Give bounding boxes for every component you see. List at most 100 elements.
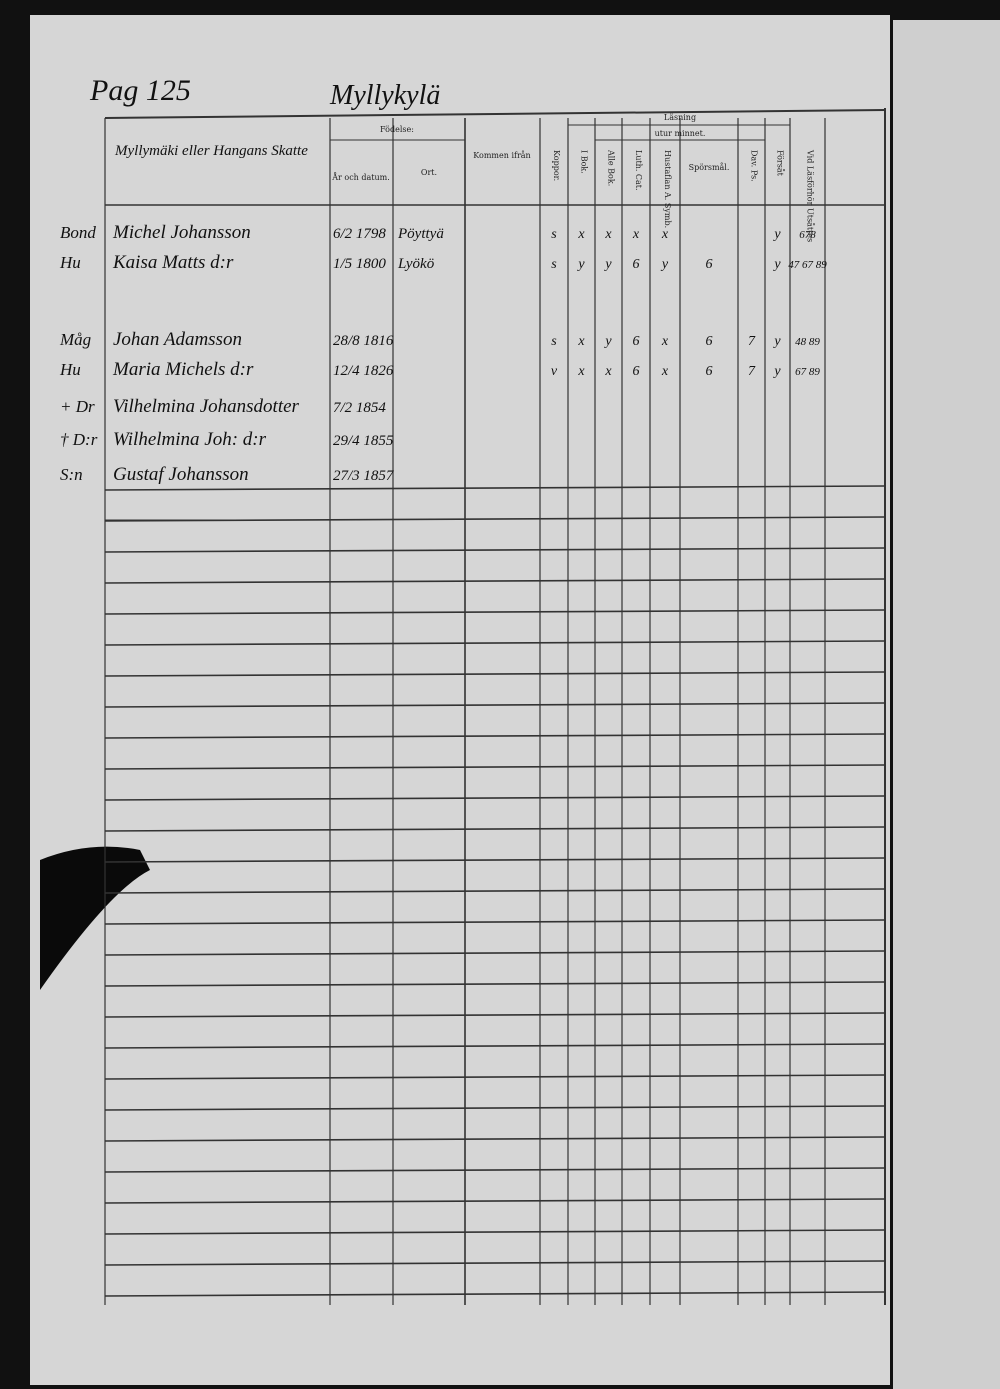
row-title: + Dr	[60, 397, 95, 416]
row-title: Måg	[59, 330, 91, 349]
reading-mark: y	[603, 257, 612, 272]
reading-mark: y	[660, 257, 669, 272]
left-page	[30, 15, 890, 1385]
reading-mark: x	[661, 364, 669, 379]
row-title: † D:r	[60, 430, 98, 449]
column-header: Läsning	[664, 113, 696, 122]
person-name: Kaisa Matts d:r	[112, 252, 234, 273]
reading-mark: x	[632, 227, 640, 242]
rule	[104, 1136, 886, 1142]
rule	[104, 1043, 886, 1049]
row-title: Hu	[59, 253, 81, 272]
rule	[104, 578, 886, 584]
person-name: Gustaf Johansson	[113, 464, 249, 485]
reading-mark: 6	[633, 334, 640, 349]
column-header: Spörsmål.	[689, 163, 730, 172]
reading-mark: y	[576, 257, 585, 272]
rule	[104, 702, 886, 708]
rule	[104, 733, 886, 739]
birth-date: 29/4 1855	[333, 433, 394, 449]
rule	[104, 485, 886, 491]
column-header: Vid Läsförhör Utsåttes	[806, 149, 815, 242]
reading-mark: v	[551, 364, 558, 379]
column-header: År och datum.	[331, 173, 390, 182]
reading-mark: y	[772, 257, 781, 272]
birth-place: Pöyttyä	[397, 226, 444, 242]
rule	[104, 888, 886, 894]
rule	[104, 609, 886, 615]
row-title: Hu	[59, 360, 81, 379]
reading-mark: 6	[706, 364, 713, 379]
rule	[104, 857, 886, 863]
rule	[104, 547, 886, 553]
reading-mark: y	[772, 364, 781, 379]
column-header: Luth. Cat.	[634, 150, 643, 191]
person-name: Maria Michels d:r	[112, 359, 254, 380]
rule	[104, 950, 886, 956]
row-title: Bond	[60, 223, 96, 242]
thumb-shadow	[40, 846, 150, 990]
reading-mark: y	[603, 334, 612, 349]
reading-mark: 6	[633, 257, 640, 272]
birth-date: 6/2 1798	[333, 226, 386, 242]
birth-date: 7/2 1854	[333, 400, 386, 416]
rule	[104, 640, 886, 646]
birth-date: 12/4 1826	[333, 363, 394, 379]
rule	[104, 795, 886, 801]
village-name: Myllykylä	[329, 80, 440, 111]
rule	[104, 764, 886, 770]
birth-date: 27/3 1857	[333, 468, 395, 484]
column-header: Försåt	[776, 150, 785, 177]
row-title: S:n	[60, 465, 83, 484]
reading-mark: x	[661, 334, 669, 349]
person-name: Johan Adamsson	[113, 329, 242, 350]
column-header: Myllymäki eller Hangans Skatte	[114, 143, 308, 159]
reading-mark: 7	[748, 364, 756, 379]
person-name: Vilhelmina Johansdotter	[113, 396, 300, 417]
reading-mark: s	[551, 257, 557, 272]
reading-mark: x	[661, 227, 669, 242]
reading-mark: y	[772, 227, 781, 242]
reading-mark: 48 89	[795, 336, 820, 348]
reading-mark: s	[551, 227, 557, 242]
column-header: utur minnet.	[655, 129, 706, 138]
reading-mark: 47 67 89	[788, 259, 827, 271]
birth-place: Lyökö	[397, 256, 435, 272]
birth-date: 28/8 1816	[333, 333, 394, 349]
person-name: Michel Johansson	[112, 222, 251, 243]
rule	[104, 671, 886, 677]
person-name: Wilhelmina Joh: d:r	[113, 429, 267, 450]
column-header: Kommen ifrån	[473, 151, 530, 160]
rule	[104, 1105, 886, 1111]
column-header: Alle Bok.	[607, 149, 616, 186]
rule	[104, 1198, 886, 1204]
reading-mark: x	[604, 364, 612, 379]
right-page	[893, 20, 1000, 1389]
rule	[104, 826, 886, 832]
reading-mark: 6	[706, 334, 713, 349]
rule	[104, 981, 886, 987]
reading-mark: x	[604, 227, 612, 242]
reading-mark: 6	[706, 257, 713, 272]
column-header: Dav. Ps.	[750, 150, 759, 182]
rule	[104, 919, 886, 925]
column-header: Födelse:	[380, 125, 414, 134]
rule	[104, 1260, 886, 1266]
column-header: I Bok.	[580, 150, 589, 174]
reading-mark: s	[551, 334, 557, 349]
rule	[104, 1167, 886, 1173]
rule	[104, 109, 886, 119]
rule	[104, 1291, 886, 1297]
rule	[104, 1012, 886, 1018]
birth-date: 1/5 1800	[333, 256, 386, 272]
reading-mark: x	[577, 364, 585, 379]
reading-mark: 678	[799, 229, 816, 241]
column-header: Ort.	[421, 168, 437, 177]
reading-mark: 67 89	[795, 366, 820, 378]
scan-edge	[0, 0, 1000, 15]
page-number: Pag 125	[89, 74, 191, 107]
column-header: Hustaflan A. Symb.	[663, 150, 672, 228]
reading-mark: 7	[748, 334, 756, 349]
